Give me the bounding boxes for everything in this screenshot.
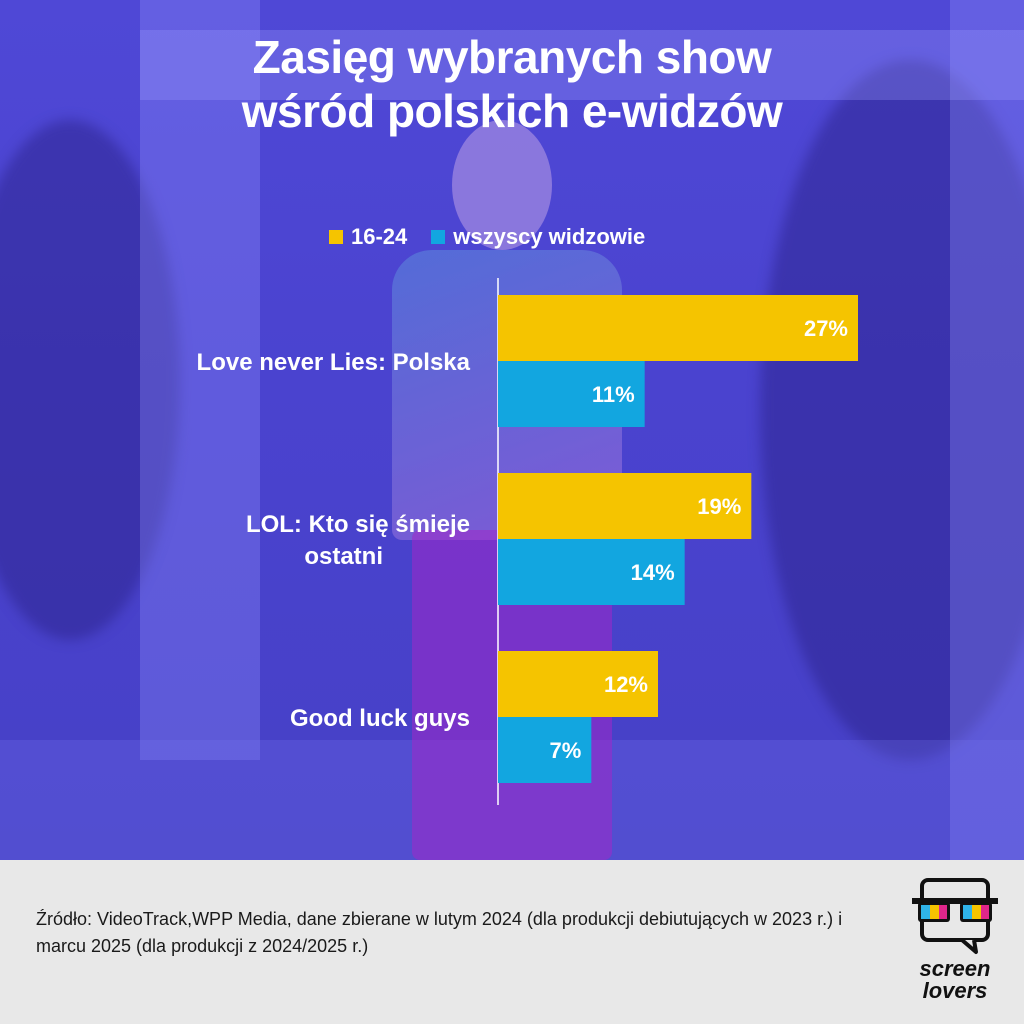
bar-value-label: 19% [697,494,741,519]
screen-lovers-logo: screen lovers [910,876,1000,1006]
source-note: Źródło: VideoTrack,WPP Media, dane zbier… [36,909,843,956]
bar-16-24-0 [498,295,858,361]
person-head [452,120,552,250]
category-label-line: ostatni [304,543,383,570]
category-label: Good luck guys [290,705,470,732]
pergola-beam [140,30,1024,100]
logo-text-line-2: lovers [922,978,988,1003]
category-label: LOL: Kto się śmieje ostatni [246,511,470,570]
bar-all-viewers-0 [498,361,645,427]
bar-all-viewers-1 [498,539,685,605]
title-line-2: wśród polskich e-widzów [241,85,783,137]
title-line-1: Zasięg wybranych show [252,31,772,83]
category-label-line: LOL: Kto się śmieje [246,511,470,538]
legend-label-all-viewers: wszyscy widzowie [453,224,646,249]
bar-value-label: 14% [631,560,675,585]
bar-all-viewers-2 [498,717,592,783]
foliage-right [760,60,1024,760]
chart-title: Zasięg wybranych show wśród polskich e-w… [0,30,1024,138]
pillar-left [140,0,260,760]
logo-text-line-1: screen [919,956,991,981]
legend: 16-24 wszyscy widzowie [329,224,669,250]
bar-value-label: 27% [804,316,848,341]
legend-label-16-24: 16-24 [351,224,408,249]
bar-16-24-2 [498,651,658,717]
legend-swatch-16-24 [329,230,343,244]
category-label-line: Love never Lies: Polska [197,349,471,376]
hero-background [0,0,1024,860]
bar-value-label: 12% [604,672,648,697]
category-label: Love never Lies: Polska [197,349,471,376]
bar-value-label: 11% [592,382,635,407]
foliage-left [0,120,180,640]
glasses-icon [912,878,998,954]
footer [0,860,1024,1024]
legend-item-16-24: 16-24 [329,224,407,250]
pillar-right [950,0,1024,860]
bar-value-label: 7% [550,738,582,763]
category-label-line: Good luck guys [290,705,470,732]
bar-16-24-1 [498,473,752,539]
legend-item-all-viewers: wszyscy widzowie [431,224,645,250]
legend-swatch-all-viewers [431,230,446,244]
bar-chart: 27% 11% Love never Lies: Polska 19% 14% LOL: … [197,295,858,783]
